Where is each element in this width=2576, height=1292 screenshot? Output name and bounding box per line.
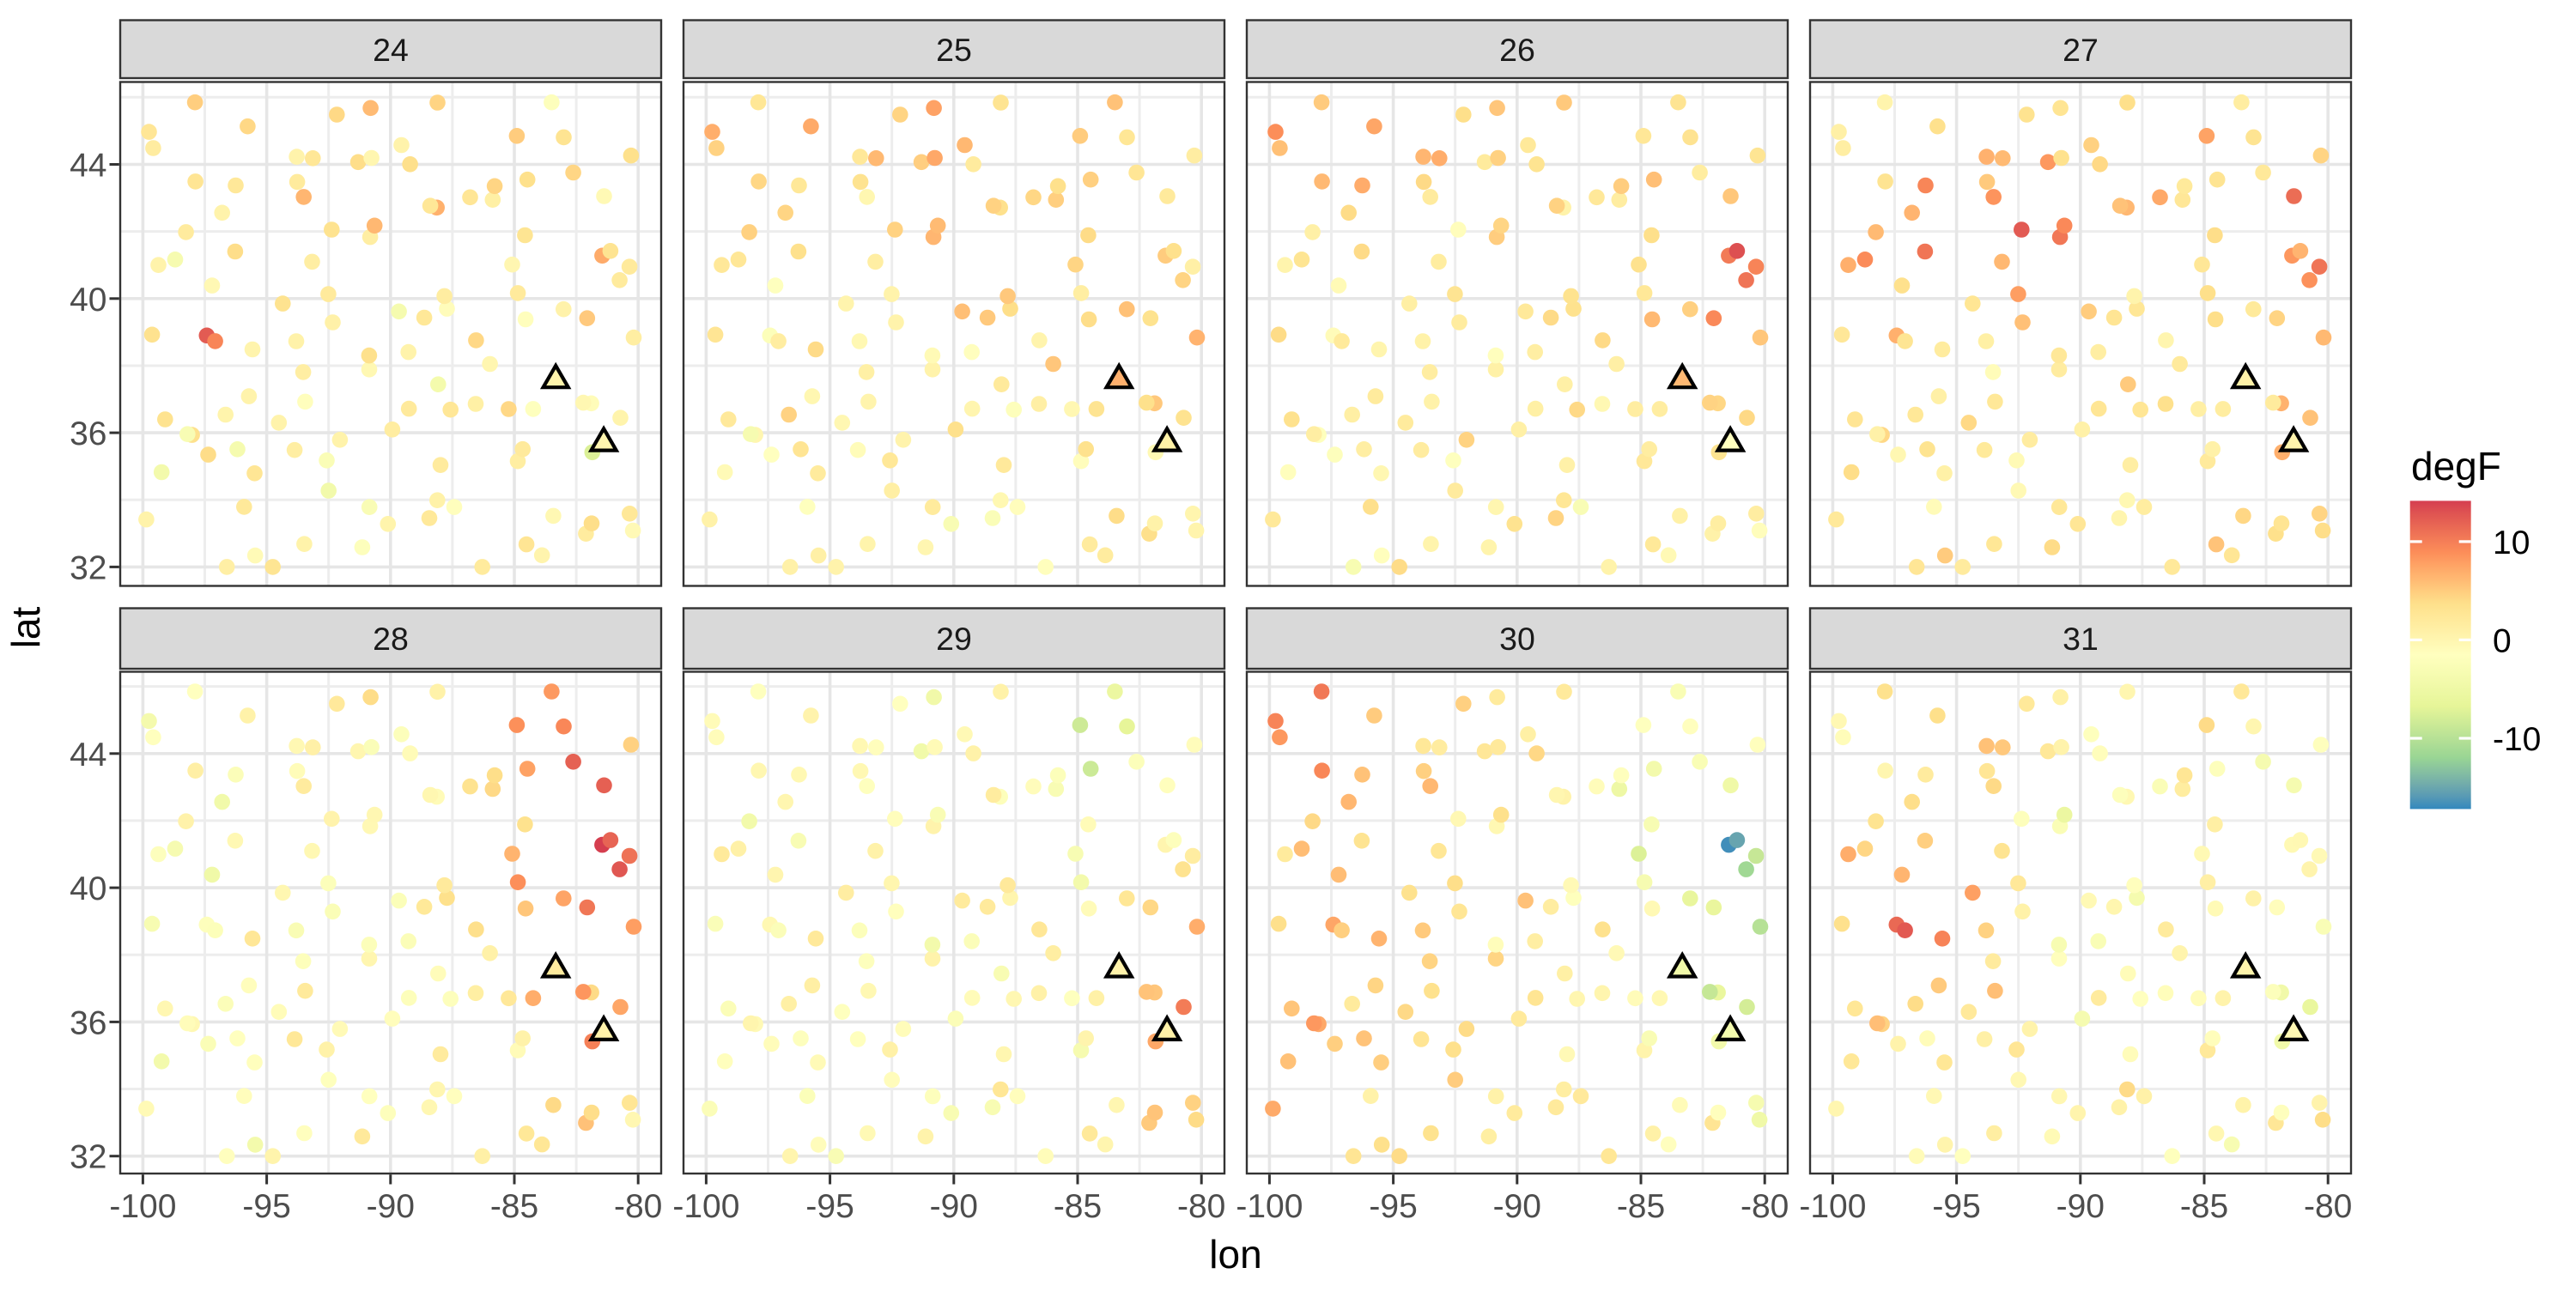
svg-text:44: 44	[70, 737, 106, 773]
svg-text:-100: -100	[1236, 1188, 1303, 1225]
svg-text:lat: lat	[3, 606, 48, 648]
svg-text:-80: -80	[614, 1188, 662, 1225]
svg-text:32: 32	[70, 549, 106, 586]
svg-text:29: 29	[936, 621, 972, 657]
svg-text:27: 27	[2063, 32, 2099, 68]
svg-text:36: 36	[70, 416, 106, 452]
svg-text:-80: -80	[1177, 1188, 1225, 1225]
svg-text:-90: -90	[930, 1188, 978, 1225]
svg-text:-85: -85	[1054, 1188, 1102, 1225]
svg-text:-90: -90	[2057, 1188, 2105, 1225]
svg-text:0: 0	[2493, 622, 2512, 659]
svg-text:-85: -85	[2180, 1188, 2228, 1225]
svg-text:-80: -80	[2304, 1188, 2352, 1225]
svg-text:-100: -100	[109, 1188, 176, 1225]
svg-text:32: 32	[70, 1139, 106, 1176]
svg-text:-85: -85	[1617, 1188, 1665, 1225]
svg-text:-95: -95	[805, 1188, 854, 1225]
svg-text:-95: -95	[1369, 1188, 1417, 1225]
svg-text:degF: degF	[2411, 444, 2501, 488]
svg-text:30: 30	[1499, 621, 1535, 657]
svg-text:lon: lon	[1209, 1232, 1261, 1277]
svg-text:-100: -100	[1799, 1188, 1866, 1225]
svg-text:40: 40	[70, 870, 106, 907]
svg-text:28: 28	[373, 621, 409, 657]
svg-text:-80: -80	[1741, 1188, 1789, 1225]
svg-text:-95: -95	[1932, 1188, 1980, 1225]
svg-text:36: 36	[70, 1004, 106, 1041]
svg-text:40: 40	[70, 282, 106, 318]
svg-text:-100: -100	[672, 1188, 739, 1225]
svg-text:-95: -95	[242, 1188, 290, 1225]
svg-text:10: 10	[2493, 525, 2530, 561]
svg-text:31: 31	[2063, 621, 2099, 657]
svg-text:25: 25	[936, 32, 972, 68]
svg-text:44: 44	[70, 148, 106, 185]
svg-text:-90: -90	[1493, 1188, 1541, 1225]
svg-text:24: 24	[373, 32, 409, 68]
svg-text:-85: -85	[490, 1188, 538, 1225]
svg-text:-10: -10	[2493, 721, 2541, 758]
svg-text:-90: -90	[367, 1188, 415, 1225]
svg-text:26: 26	[1499, 32, 1535, 68]
